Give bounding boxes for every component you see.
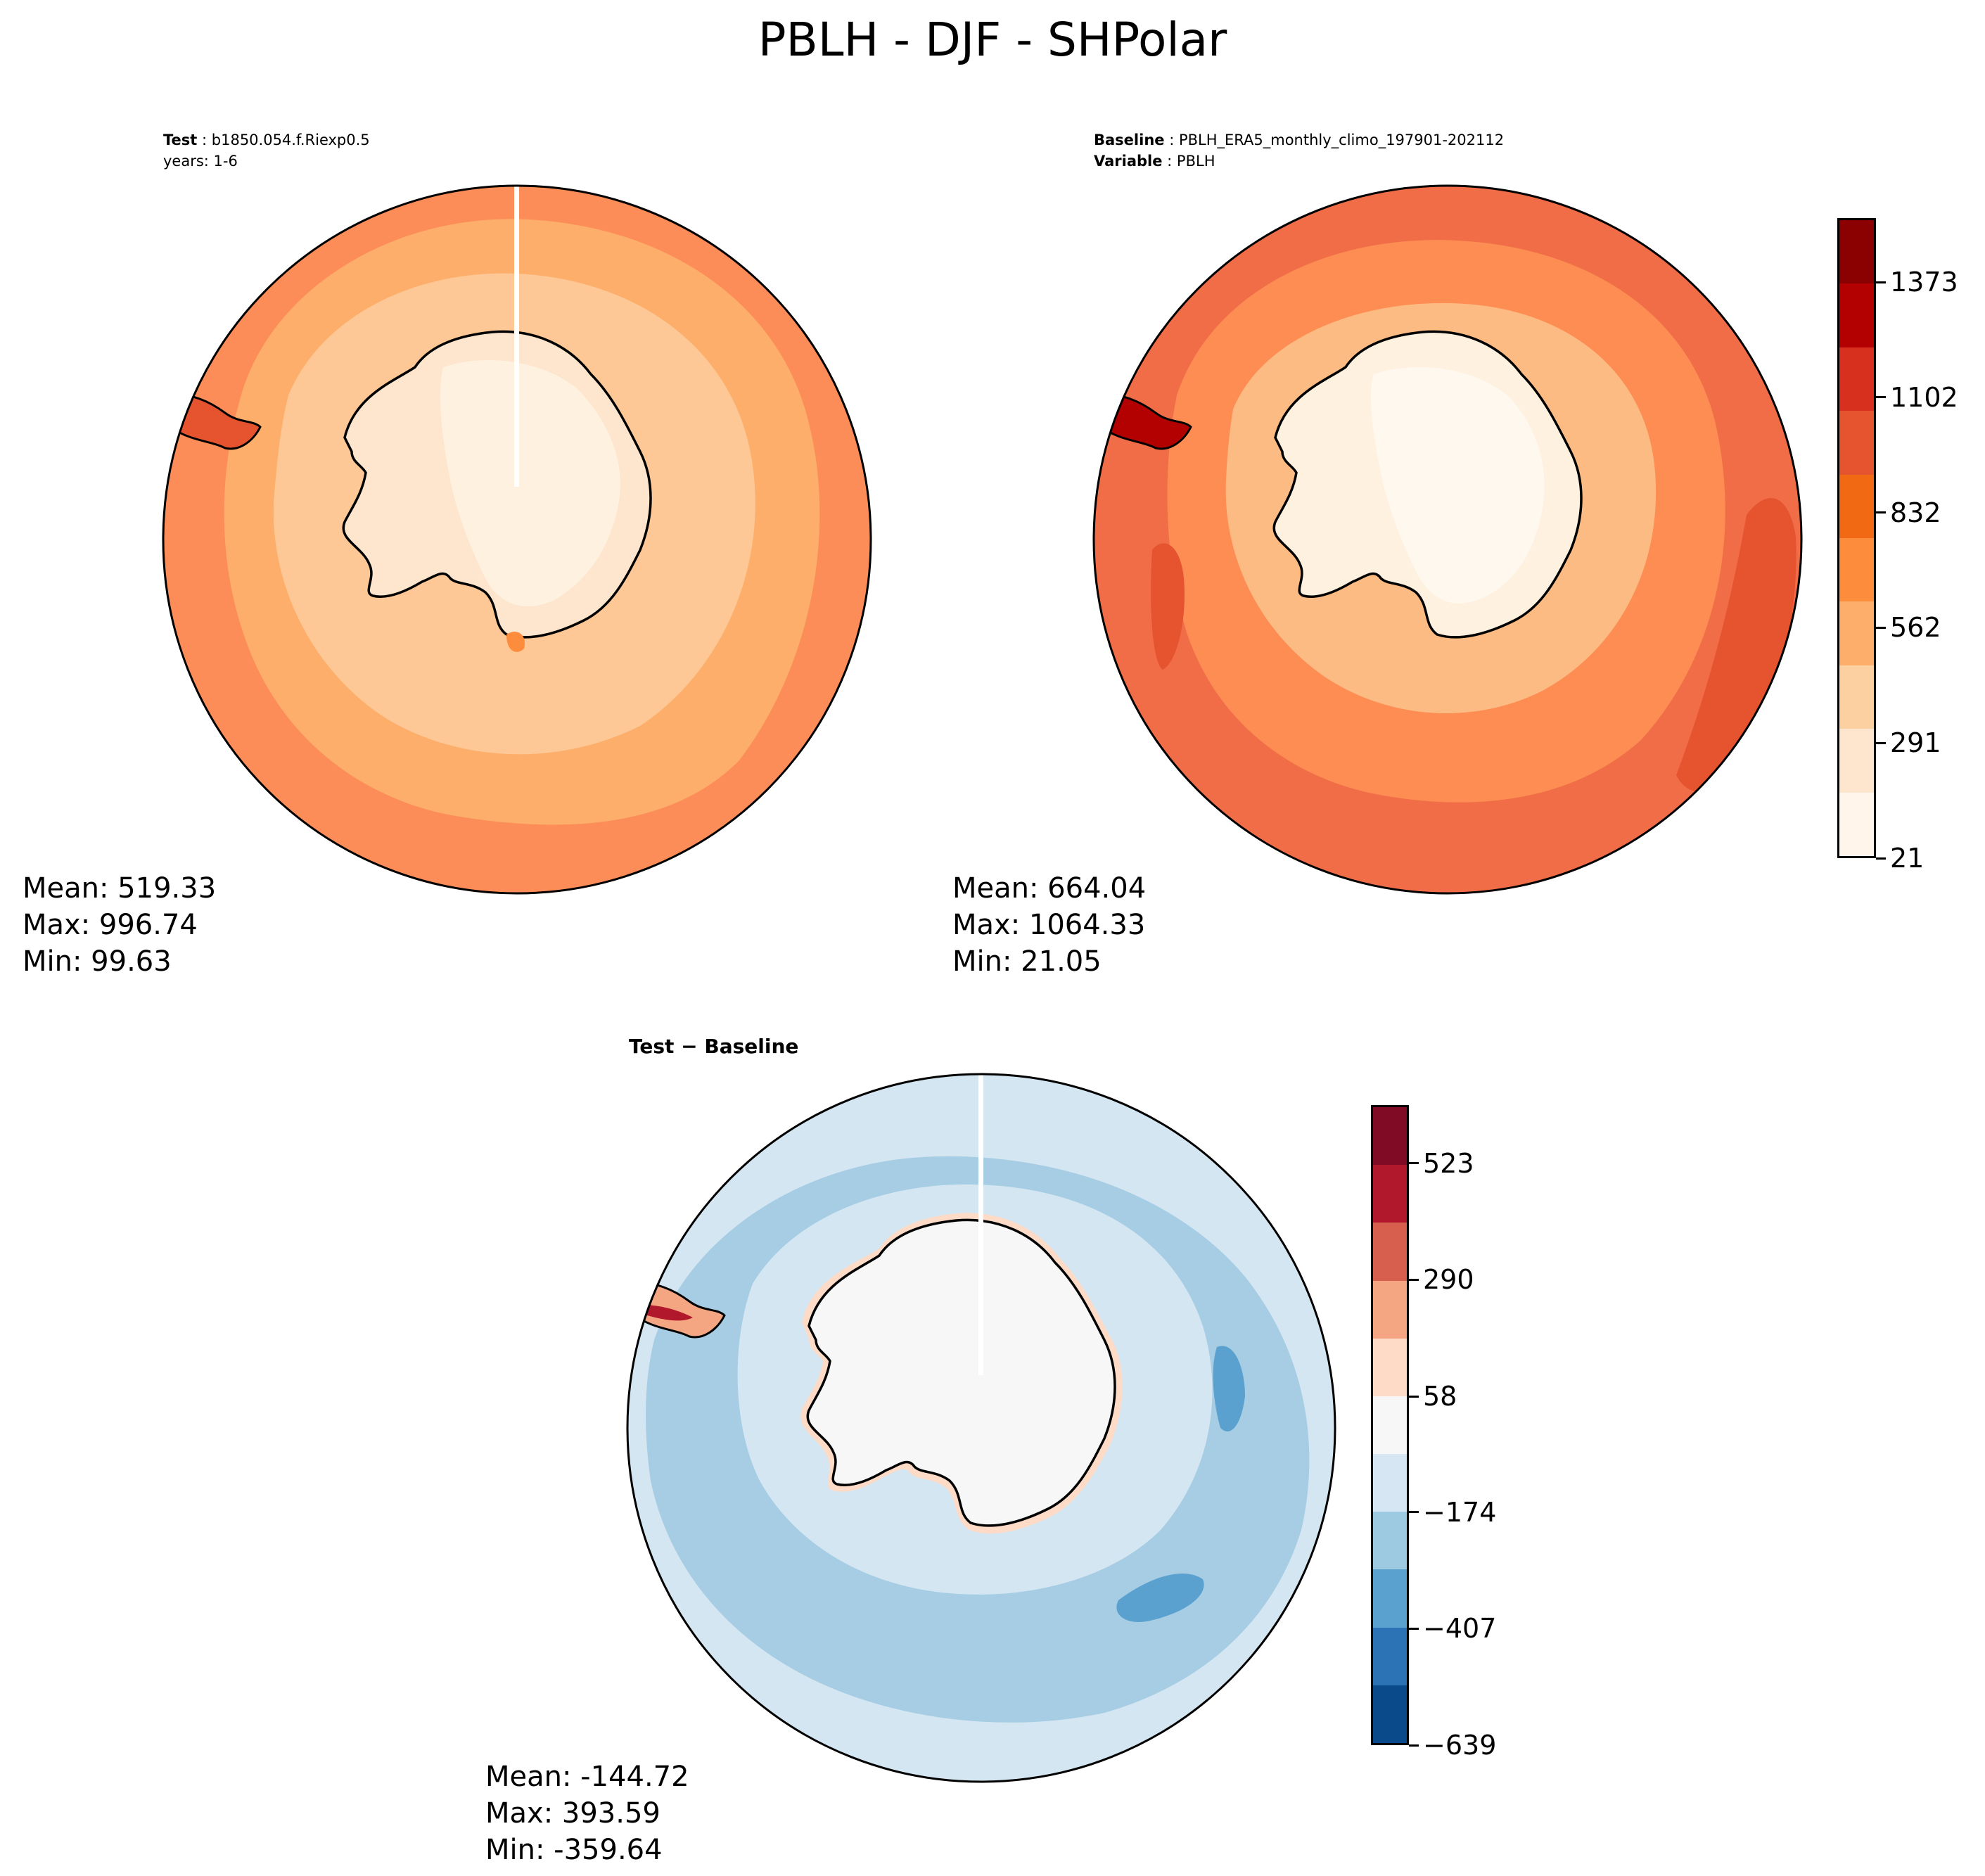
baseline-min: Min: 21.05 [952,945,1102,978]
test-warm-patch [506,632,525,652]
difference-colorbar-tickmark [1409,1162,1419,1165]
difference-colorbar-tick-label: −407 [1423,1613,1497,1645]
difference-colorbar-tick-label: 290 [1423,1264,1474,1296]
difference-colorbar-tickmark [1409,1744,1419,1747]
difference-colorbar-segment [1373,1106,1407,1166]
baseline-variable-value: PBLH [1176,153,1215,170]
test-header-case: b1850.054.f.Riexp0.5 [211,132,370,148]
difference-colorbar-tick-label: 523 [1423,1147,1474,1179]
main-colorbar-tick-label: 562 [1890,612,1941,644]
baseline-mean: Mean: 664.04 [952,872,1147,905]
difference-title: Test − Baseline [629,1035,798,1058]
test-min: Min: 99.63 [23,945,172,978]
difference-colorbar-tickmark [1409,1627,1419,1630]
main-colorbar-tickmark [1876,511,1886,514]
difference-colorbar-segment [1373,1454,1407,1512]
test-stats: Mean: 519.33 Max: 996.74 Min: 99.63 [23,870,216,980]
main-colorbar-segment [1839,601,1874,665]
difference-colorbar-segment [1373,1396,1407,1455]
difference-min: Min: -359.64 [485,1834,663,1866]
difference-colorbar [1371,1105,1409,1745]
main-colorbar [1837,218,1876,858]
baseline-max: Max: 1064.33 [952,909,1146,941]
main-colorbar-tickmark [1876,396,1886,399]
difference-strong-neg-southeast [1116,1573,1204,1622]
main-colorbar-segment [1839,537,1874,602]
test-map [162,184,872,895]
main-colorbar-tick-label: 21 [1890,843,1925,874]
difference-peninsula [632,1282,726,1339]
main-colorbar-tick-label: 291 [1890,727,1941,759]
baseline-peninsula [1098,393,1192,450]
main-colorbar-tick-label: 832 [1890,497,1941,528]
baseline-land-interior [1370,367,1545,604]
main-colorbar-segment [1839,474,1874,538]
difference-title-test: Test [629,1035,675,1058]
difference-colorbar-segment [1373,1627,1407,1685]
difference-seam-line [978,1074,983,1375]
difference-title-baseline: Baseline [704,1035,799,1058]
main-colorbar-segment [1839,411,1874,475]
main-colorbar-segment [1839,729,1874,793]
main-colorbar-segment [1839,792,1874,856]
difference-mean: Mean: -144.72 [485,1761,689,1793]
test-header-label: Test [163,132,198,148]
test-max: Max: 996.74 [23,909,198,941]
test-mean: Mean: 519.33 [23,872,217,905]
difference-colorbar-tickmark [1409,1395,1419,1398]
difference-colorbar-segment [1373,1685,1407,1743]
main-colorbar-segment [1839,219,1874,284]
difference-colorbar-segment [1373,1338,1407,1396]
difference-colorbar-tickmark [1409,1511,1419,1514]
baseline-variable-label: Variable [1094,153,1163,170]
main-colorbar-segment [1839,665,1874,729]
difference-strong-neg-east [1213,1346,1245,1431]
difference-colorbar-segment [1373,1223,1407,1281]
difference-colorbar-segment [1373,1512,1407,1570]
baseline-map [1092,184,1803,895]
difference-max: Max: 393.59 [485,1797,660,1830]
test-peninsula [167,393,262,450]
main-colorbar-tickmark [1876,626,1886,629]
difference-colorbar-segment [1373,1569,1407,1628]
difference-map [626,1073,1336,1783]
main-colorbar-segment [1839,283,1874,347]
difference-title-op: − [674,1035,705,1058]
main-colorbar-tick-label: 1102 [1890,381,1958,413]
baseline-header-case: PBLH_ERA5_monthly_climo_197901-202112 [1178,132,1505,148]
difference-colorbar-tick-label: −174 [1423,1496,1497,1528]
test-header: Test : b1850.054.f.Riexp0.5 years: 1-6 [163,129,370,172]
difference-colorbar-segment [1373,1280,1407,1339]
difference-colorbar-tickmark [1409,1278,1419,1281]
difference-colorbar-segment [1373,1165,1407,1223]
baseline-header: Baseline : PBLH_ERA5_monthly_climo_19790… [1094,132,1505,170]
main-colorbar-tickmark [1876,857,1886,860]
test-seam-line [514,186,519,487]
difference-colorbar-tick-label: 58 [1423,1381,1457,1412]
baseline-header-label: Baseline [1094,132,1165,148]
test-header-years: years: 1-6 [163,153,238,170]
main-colorbar-segment [1839,347,1874,411]
difference-colorbar-tick-label: −639 [1423,1730,1497,1761]
difference-land [806,1218,1116,1527]
difference-stats: Mean: -144.72 Max: 393.59 Min: -359.64 [485,1759,689,1868]
main-colorbar-tickmark [1876,741,1886,744]
baseline-stats: Mean: 664.04 Max: 1064.33 Min: 21.05 [952,870,1146,980]
figure-title: PBLH - DJF - SHPolar [758,13,1227,67]
test-land-interior [440,360,620,606]
main-colorbar-tick-label: 1373 [1890,267,1958,298]
difference-peninsula-core [647,1305,693,1321]
baseline-west-patch [1151,543,1185,670]
main-colorbar-tickmark [1876,281,1886,283]
